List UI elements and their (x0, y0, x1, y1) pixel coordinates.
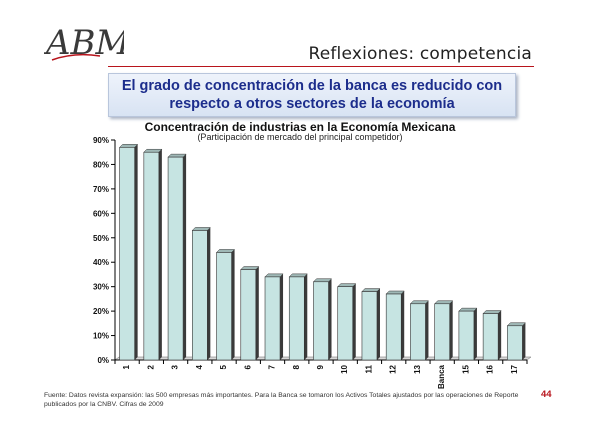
y-tick-label: 0% (97, 356, 109, 365)
x-tick-label: 1 (122, 364, 131, 369)
y-tick-label: 10% (93, 332, 109, 341)
chart-subtitle: (Participación de mercado del principal … (197, 132, 403, 142)
bar-side (498, 310, 502, 360)
x-tick-label: 8 (292, 364, 301, 369)
x-tick-label: 2 (146, 364, 155, 369)
bar-top (264, 273, 284, 278)
bar-top (167, 153, 187, 158)
bar (240, 269, 257, 361)
bar-side (449, 300, 453, 360)
bar (507, 325, 523, 361)
bar-top (458, 307, 478, 312)
bar-side (352, 283, 356, 360)
x-tick-label: 13 (413, 364, 422, 373)
y-tick-label: 40% (93, 258, 109, 267)
x-tick-label: 12 (389, 364, 398, 373)
key-message-line-1: El grado de concentración de la banca es… (121, 78, 503, 94)
x-tick-label: 3 (171, 364, 180, 369)
bar-top (409, 300, 430, 305)
bar-side (522, 322, 526, 360)
y-tick-label: 20% (93, 307, 109, 316)
bar-top (240, 266, 260, 270)
bar-top (385, 290, 405, 295)
bar-side (183, 154, 187, 360)
x-tick-label: 6 (243, 364, 252, 369)
y-tick-label: 30% (93, 283, 109, 292)
x-tick-label: 11 (364, 364, 373, 373)
bar-side (304, 273, 308, 360)
bar (192, 230, 208, 361)
x-tick-label: Banca (437, 364, 446, 389)
y-tick-label: 60% (93, 209, 109, 218)
bar-top (119, 144, 139, 148)
bar-top (191, 227, 211, 231)
x-tick-label: 17 (510, 364, 519, 373)
y-tick-label: 50% (93, 234, 109, 243)
bar (143, 151, 160, 361)
x-tick-label: 5 (219, 364, 228, 369)
source-note: Fuente: Datos revista expansión: las 500… (44, 392, 519, 408)
bar-top (312, 278, 333, 283)
x-tick-label: 15 (461, 364, 470, 373)
x-tick-label: 16 (486, 364, 495, 373)
key-message-line-2: respecto a otros sectores de la economía (169, 96, 455, 112)
bar (434, 303, 450, 361)
bar-side (231, 249, 235, 360)
bar-side (376, 288, 380, 360)
bar (361, 291, 378, 361)
x-tick-label: 4 (195, 364, 204, 369)
bar-side (401, 291, 405, 360)
bar (482, 313, 499, 361)
bar-side (280, 273, 284, 360)
x-tick-label: 9 (316, 364, 325, 369)
bar (337, 286, 354, 361)
bar-side (255, 266, 259, 360)
bar-side (328, 278, 332, 360)
bar-top (288, 273, 308, 278)
page-number: 44 (541, 389, 552, 400)
bar-top (337, 283, 357, 287)
slide-title: Reflexiones: competencia (308, 44, 532, 64)
bar (313, 281, 329, 361)
y-tick-label: 70% (93, 185, 109, 194)
bar-side (158, 149, 162, 360)
title-divider (108, 66, 534, 67)
y-tick-label: 90% (93, 136, 109, 145)
bar-side (425, 300, 429, 360)
bar (288, 276, 305, 361)
bar-side (134, 144, 138, 360)
bar-side (473, 308, 477, 360)
bar (167, 156, 184, 361)
logo-text: ABM (44, 23, 124, 62)
bar (264, 276, 281, 361)
x-tick-label: 7 (268, 364, 277, 369)
y-tick-label: 80% (93, 160, 109, 169)
bar-top (215, 249, 236, 253)
bar-top (434, 300, 454, 305)
bar (216, 252, 232, 361)
key-message-box: El grado de concentración de la banca es… (108, 73, 516, 117)
x-tick-label: 10 (340, 364, 349, 373)
bar-top (361, 288, 381, 292)
bar (385, 293, 402, 361)
abm-logo: ABM (44, 23, 124, 62)
bar-top (482, 310, 502, 314)
bar-top (143, 148, 163, 153)
bar (119, 147, 135, 361)
bar (458, 310, 475, 361)
bar-top (506, 322, 526, 327)
chart-title: Concentración de industrias en la Econom… (144, 120, 456, 134)
bar-side (207, 227, 211, 360)
bar (410, 303, 426, 361)
